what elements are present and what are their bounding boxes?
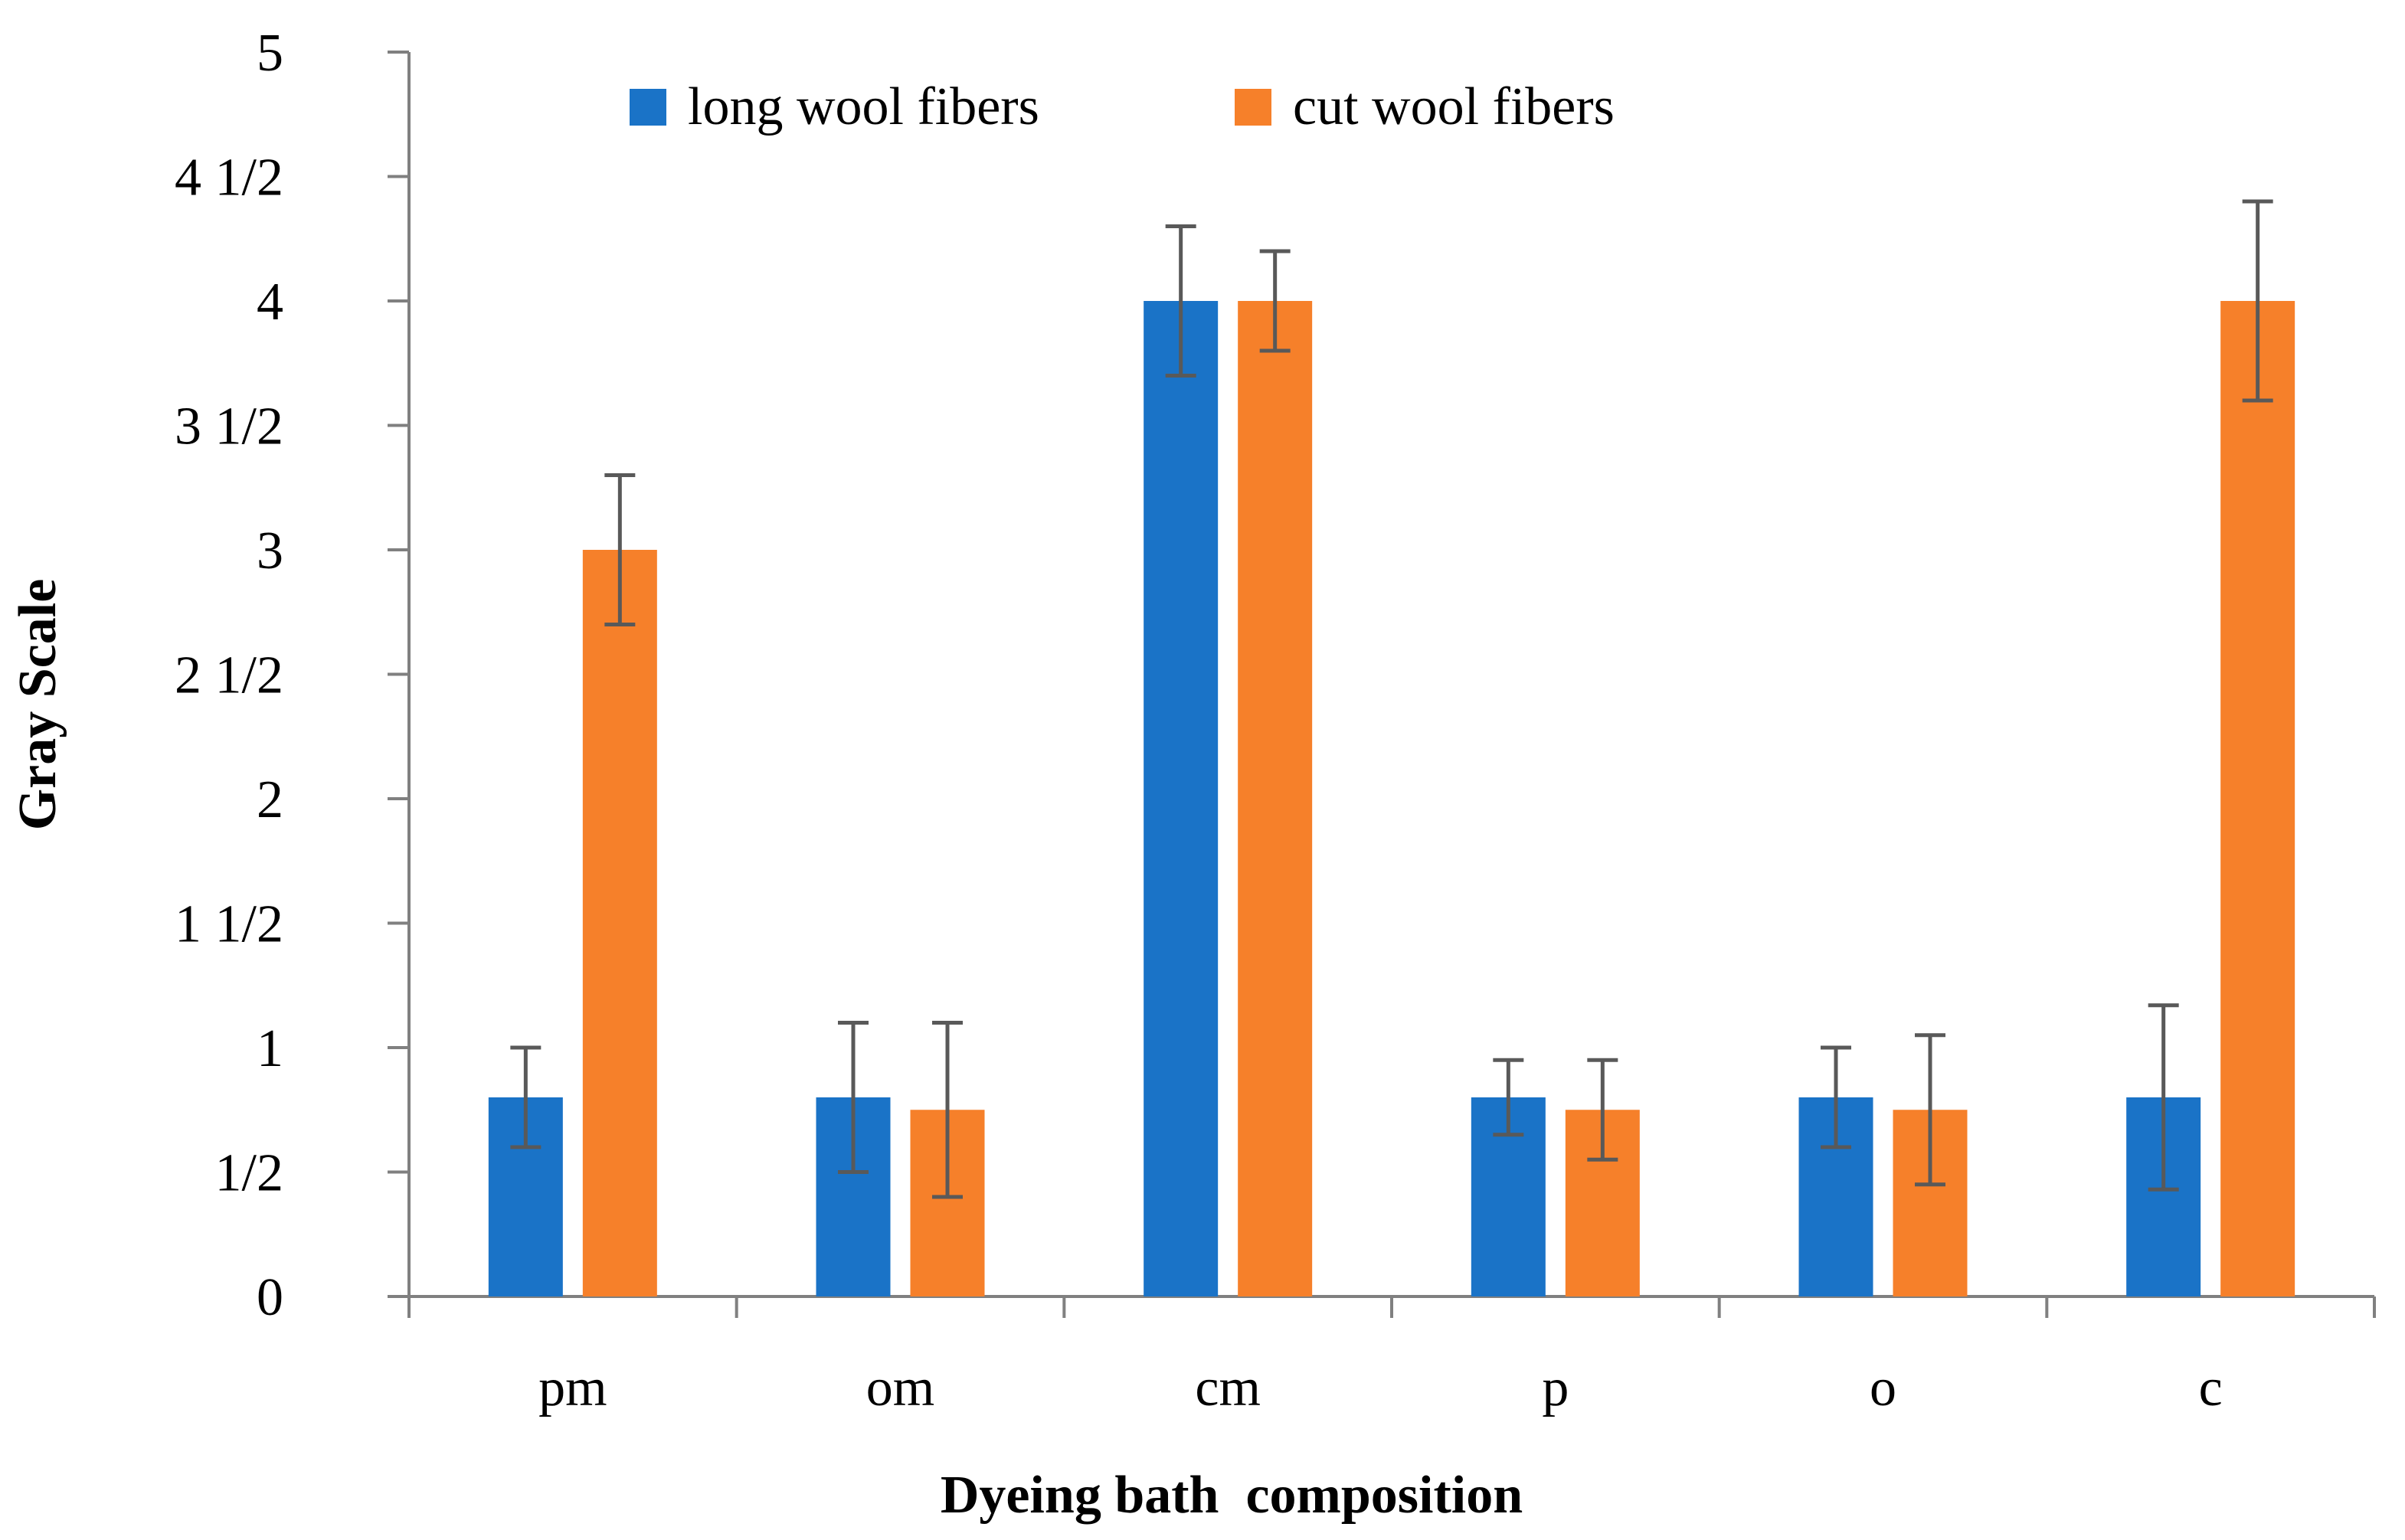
bar-cut-cm xyxy=(1238,301,1313,1296)
legend-label-long-wool: long wool fibers xyxy=(688,77,1039,136)
legend: long wool fibers cut wool fibers xyxy=(630,77,1615,136)
x-category-label: pm xyxy=(538,1359,607,1417)
y-tick-label: 3 xyxy=(257,522,283,580)
y-tick-label: 1 1/2 xyxy=(175,895,283,954)
x-category-label: o xyxy=(1870,1359,1896,1417)
y-axis: 0 1/2 1 1 1/2 2 2 1/2 3 3 1/2 4 4 1/2 5 xyxy=(175,24,411,1327)
y-tick-label: 3 1/2 xyxy=(175,397,283,456)
error-bars xyxy=(510,199,2273,1199)
x-category-label: c xyxy=(2199,1359,2223,1417)
x-axis-title: Dyeing bath composition xyxy=(941,1466,1523,1525)
x-category-label: om xyxy=(866,1359,934,1417)
x-axis: pm om cm p o c xyxy=(407,1295,2376,1417)
x-category-label: cm xyxy=(1195,1359,1261,1417)
y-tick-label: 2 1/2 xyxy=(175,646,283,705)
legend-swatch-long-wool xyxy=(630,89,666,126)
y-tick-label: 1 xyxy=(257,1019,283,1078)
y-tick-label: 4 1/2 xyxy=(175,149,283,208)
y-tick-label: 0 xyxy=(257,1268,283,1327)
bars xyxy=(488,301,2295,1296)
bar-cut-c xyxy=(2220,301,2295,1296)
y-axis-title: Gray Scale xyxy=(8,579,67,831)
y-tick-label: 1/2 xyxy=(215,1144,283,1203)
y-tick-label: 5 xyxy=(257,24,283,83)
y-tick-label: 4 xyxy=(257,273,283,332)
legend-swatch-cut-wool xyxy=(1235,89,1271,126)
bar-long-cm xyxy=(1144,301,1219,1296)
x-category-label: p xyxy=(1542,1359,1569,1417)
legend-label-cut-wool: cut wool fibers xyxy=(1293,77,1615,136)
y-tick-label: 2 xyxy=(257,770,283,829)
bar-cut-pm xyxy=(582,550,657,1296)
